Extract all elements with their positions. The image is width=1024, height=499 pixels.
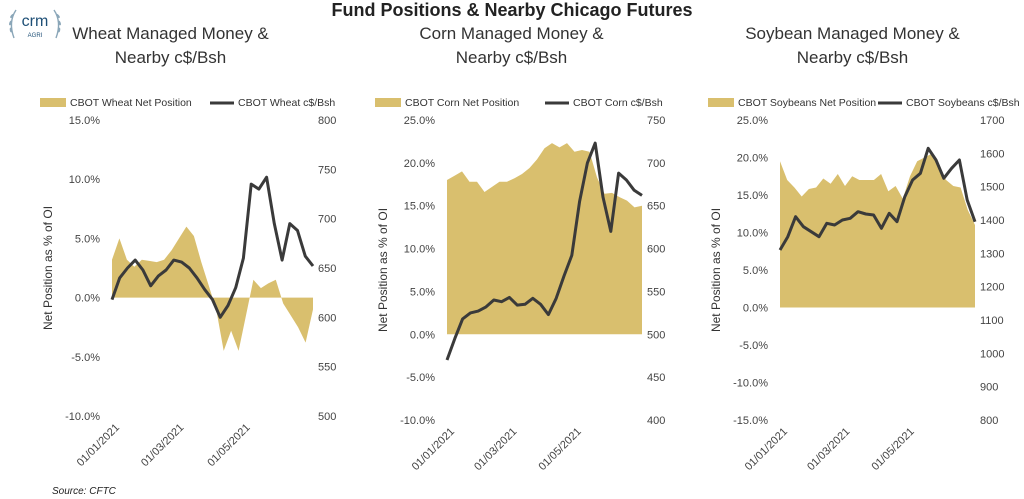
soybean-y-tick-label: 0.0% [743, 303, 768, 315]
corn-y-tick-label: 20.0% [404, 158, 435, 170]
corn-y-tick-label: 10.0% [404, 244, 435, 256]
wheat-y-tick-label: 0.0% [75, 293, 100, 305]
corn-y2-tick-label: 400 [647, 415, 665, 427]
wheat-y2-tick-label: 750 [318, 164, 336, 176]
soybean-chart: CBOT Soybeans Net Position CBOT Soybeans … [708, 97, 1020, 473]
wheat-legend-line-label: CBOT Wheat c$/Bsh [238, 97, 335, 109]
soybean-y2-tick-label: 800 [980, 415, 998, 427]
wheat-y2-tick-label: 600 [318, 312, 336, 324]
corn-y2-tick-label: 700 [647, 158, 665, 170]
wheat-y-axis-title: Net Position as % of OI [41, 206, 55, 330]
laurel-icon: crm AGRI [9, 9, 61, 39]
corn-chart: CBOT Corn Net Position CBOT Corn c$/Bsh 25… [375, 97, 665, 473]
corn-y-tick-label: -5.0% [406, 372, 435, 384]
wheat-chart: CBOT Wheat Net Position CBOT Wheat c$/Bsh… [40, 97, 336, 469]
soybean-legend-area-label: CBOT Soybeans Net Position [738, 97, 876, 109]
soybean-x-tick-label: 01/01/2021 [743, 426, 790, 473]
corn-panel: Corn Managed Money & Nearby c$/Bsh CBOT … [341, 0, 682, 499]
wheat-y-tick-label: 15.0% [69, 115, 100, 127]
wheat-price-line [110, 175, 315, 319]
corn-y-tick-label: 0.0% [410, 329, 435, 341]
soybean-net-position-area [780, 153, 975, 308]
soybean-y2-tick-label: 1400 [980, 215, 1004, 227]
page-title: Fund Positions & Nearby Chicago Futures [331, 0, 693, 20]
wheat-y2-tick-label: 550 [318, 362, 336, 374]
soybean-panel: Soybean Managed Money & Nearby c$/Bsh CB… [682, 0, 1023, 499]
wheat-x-tick-label: 01/01/2021 [75, 422, 122, 469]
soybean-y2-tick-label: 1200 [980, 282, 1004, 294]
soybean-y-tick-label: 15.0% [737, 190, 768, 202]
soybean-x-tick-label: 01/05/2021 [869, 426, 916, 473]
corn-legend-line-label: CBOT Corn c$/Bsh [573, 97, 663, 109]
wheat-chart-title: Wheat Managed Money & Nearby c$/Bsh [72, 24, 269, 67]
soybean-y-tick-label: 25.0% [737, 115, 768, 127]
wheat-y2-tick-label: 800 [318, 115, 336, 127]
soybean-y-tick-label: -10.0% [733, 378, 768, 390]
soybean-y-tick-label: -15.0% [733, 415, 768, 427]
corn-y-tick-label: -10.0% [400, 415, 435, 427]
corn-x-tick-label: 01/01/2021 [410, 426, 457, 473]
soybean-y-tick-label: 5.0% [743, 265, 768, 277]
soybean-legend-line-label: CBOT Soybeans c$/Bsh [906, 97, 1020, 109]
soybean-y2-tick-label: 1000 [980, 348, 1004, 360]
corn-y-tick-label: 5.0% [410, 286, 435, 298]
source-note: Source: CFTC [52, 486, 116, 497]
logo-subtext: AGRI [28, 33, 43, 39]
wheat-x-tick-label: 01/03/2021 [139, 422, 186, 469]
soybean-legend-area-swatch [708, 98, 734, 107]
soybean-y2-tick-label: 1600 [980, 148, 1004, 160]
wheat-net-position-area [112, 226, 313, 351]
wheat-y-tick-label: 5.0% [75, 233, 100, 245]
corn-net-position-area [447, 143, 642, 335]
wheat-legend-area-swatch [40, 98, 66, 107]
wheat-panel: Wheat Managed Money & Nearby c$/Bsh CBOT… [0, 0, 341, 499]
soybean-chart-title: Soybean Managed Money & Nearby c$/Bsh [745, 24, 960, 67]
wheat-y2-tick-label: 700 [318, 214, 336, 226]
soybean-y2-tick-label: 900 [980, 382, 998, 394]
corn-y2-tick-label: 600 [647, 244, 665, 256]
soybean-price-line [778, 146, 977, 251]
wheat-y2-tick-label: 500 [318, 411, 336, 423]
logo-text: crm [22, 13, 49, 30]
corn-chart-title: Corn Managed Money & Nearby c$/Bsh [419, 24, 604, 67]
soybean-y2-tick-label: 1500 [980, 182, 1004, 194]
corn-y2-tick-label: 550 [647, 286, 665, 298]
wheat-y-tick-label: 10.0% [69, 174, 100, 186]
corn-y2-tick-label: 500 [647, 329, 665, 341]
corn-y-axis-title: Net Position as % of OI [376, 208, 390, 332]
soybean-y-tick-label: 20.0% [737, 153, 768, 165]
corn-legend-area-swatch [375, 98, 401, 107]
corn-y-tick-label: 15.0% [404, 201, 435, 213]
crm-agri-logo: crm AGRI [4, 4, 66, 46]
soybean-y-tick-label: 10.0% [737, 228, 768, 240]
soybean-y2-tick-label: 1700 [980, 115, 1004, 127]
wheat-y2-tick-label: 650 [318, 263, 336, 275]
corn-x-tick-label: 01/05/2021 [536, 426, 583, 473]
corn-y2-tick-label: 750 [647, 115, 665, 127]
soybean-y-axis-title: Net Position as % of OI [709, 208, 723, 332]
wheat-x-tick-label: 01/05/2021 [205, 422, 252, 469]
soybean-y-tick-label: -5.0% [739, 340, 768, 352]
corn-legend-area-label: CBOT Corn Net Position [405, 97, 519, 109]
soybean-x-tick-label: 01/03/2021 [805, 426, 852, 473]
wheat-y-tick-label: -10.0% [65, 411, 100, 423]
corn-y2-tick-label: 450 [647, 372, 665, 384]
soybean-y2-tick-label: 1100 [980, 315, 1004, 327]
wheat-legend-area-label: CBOT Wheat Net Position [70, 97, 192, 109]
corn-y2-tick-label: 650 [647, 201, 665, 213]
corn-x-tick-label: 01/03/2021 [472, 426, 519, 473]
soybean-y2-tick-label: 1300 [980, 248, 1004, 260]
wheat-y-tick-label: -5.0% [71, 352, 100, 364]
corn-y-tick-label: 25.0% [404, 115, 435, 127]
corn-price-line [445, 141, 643, 361]
